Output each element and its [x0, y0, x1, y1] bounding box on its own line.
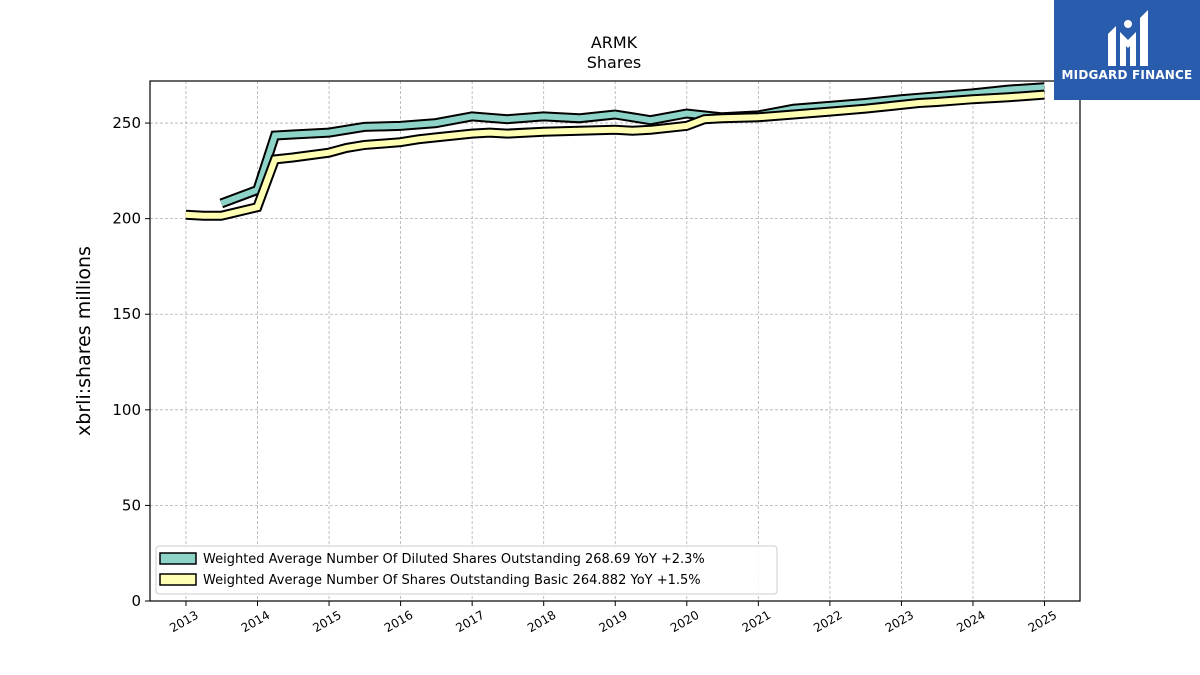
legend: Weighted Average Number Of Diluted Share…	[155, 545, 778, 595]
x-tick-label: 2021	[740, 608, 773, 635]
series-layer	[185, 82, 1045, 221]
legend-swatch-0	[159, 552, 197, 565]
x-tick-label: 2022	[811, 608, 844, 635]
x-tick-label: 2024	[954, 608, 987, 635]
y-axis-label: xbrli:shares millions	[73, 246, 95, 436]
x-tick-label: 2025	[1026, 608, 1059, 635]
x-tick-label: 2015	[310, 608, 343, 635]
x-tick-label: 2017	[453, 608, 486, 635]
x-tick-label: 2018	[525, 608, 558, 635]
legend-label-0: Weighted Average Number Of Diluted Share…	[203, 552, 705, 567]
legend-swatch-1	[159, 573, 197, 586]
y-tick-label: 100	[112, 401, 141, 419]
y-tick-label: 150	[112, 305, 141, 323]
logo-mark-icon	[1108, 10, 1148, 66]
x-tick-label: 2020	[668, 608, 701, 635]
chart-title: ARMK	[591, 33, 638, 52]
legend-box	[155, 545, 778, 595]
series-0-line	[220, 84, 1045, 207]
x-tick-label: 2016	[382, 608, 415, 635]
y-tick-label: 0	[131, 592, 141, 610]
brand-logo: MIDGARD FINANCE	[1054, 0, 1200, 100]
y-tick-label: 200	[112, 210, 141, 228]
y-tick-label: 50	[122, 496, 141, 514]
chart-subtitle: Shares	[587, 53, 642, 72]
x-tick-label: 2013	[167, 608, 200, 635]
x-tick-label: 2023	[883, 608, 916, 635]
x-tick-label: 2019	[597, 608, 630, 635]
legend-label-1: Weighted Average Number Of Shares Outsta…	[203, 573, 701, 588]
y-tick-label: 250	[112, 114, 141, 132]
x-tick-label: 2014	[239, 608, 272, 635]
logo-text: MIDGARD FINANCE	[1061, 68, 1193, 82]
series-1-line	[185, 91, 1045, 219]
grid	[150, 81, 1080, 601]
